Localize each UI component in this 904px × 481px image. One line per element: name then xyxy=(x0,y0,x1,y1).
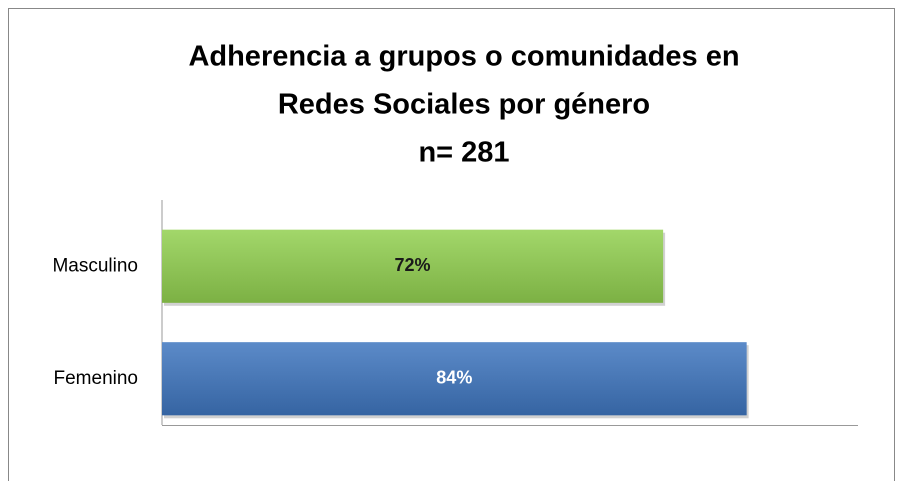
bar-shade xyxy=(162,229,664,303)
y-tick-label: Femenino xyxy=(54,368,139,389)
chart-title: Adherencia a grupos o comunidades en xyxy=(188,41,739,73)
bar-shade xyxy=(162,342,747,416)
value-label: 72% xyxy=(395,255,431,275)
chart-title: Redes Sociales por género xyxy=(278,89,650,121)
y-tick-label: Masculino xyxy=(52,255,138,276)
chart-subtitle: n= 281 xyxy=(418,137,509,169)
value-label: 84% xyxy=(436,368,472,388)
